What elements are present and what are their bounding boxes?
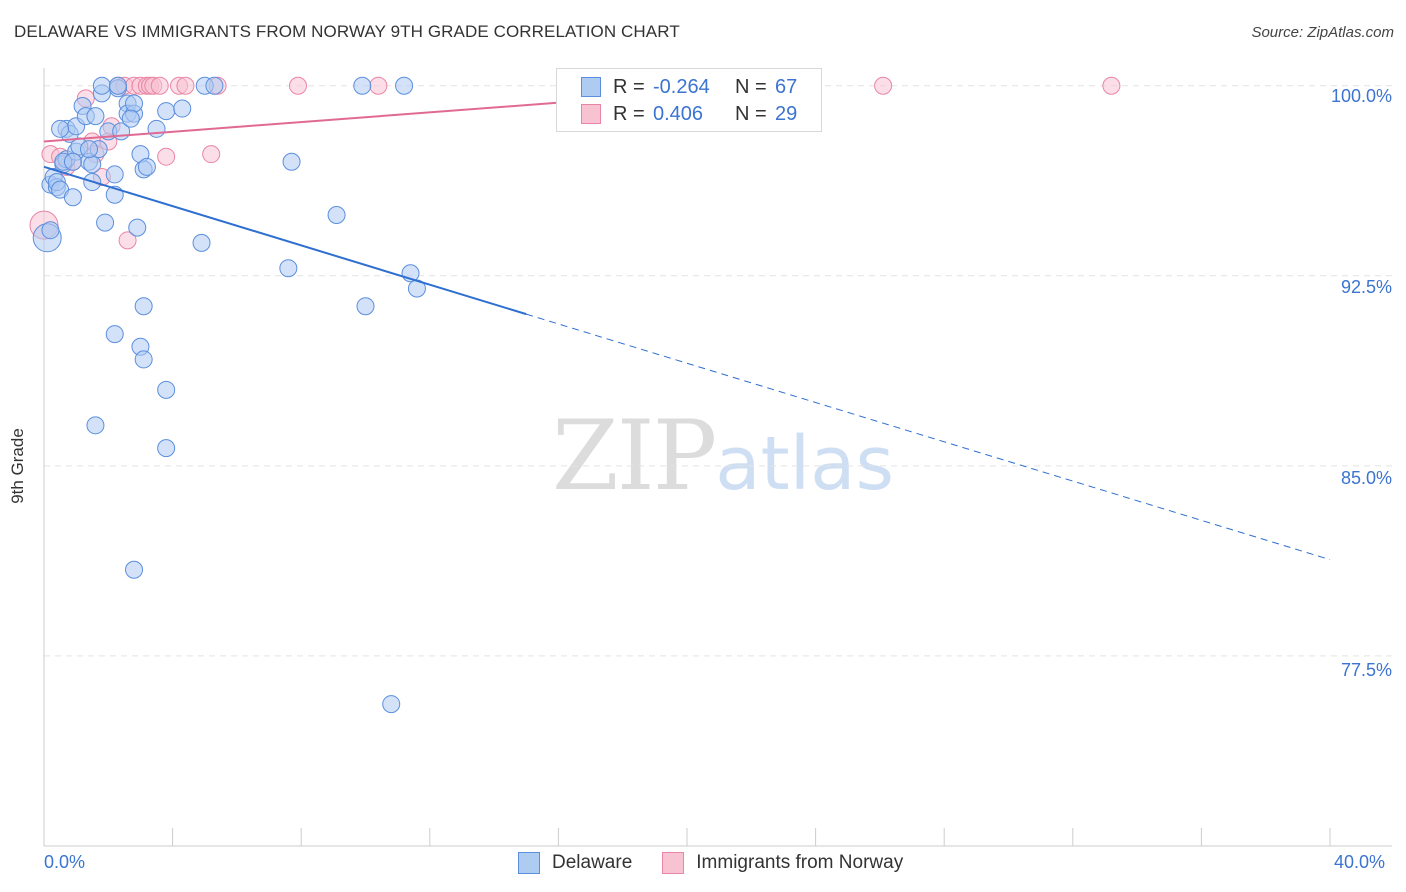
series-legend: Delaware Immigrants from Norway [518, 852, 933, 874]
legend-row-delaware: R = -0.264 N = 67 [581, 75, 797, 99]
legend-n-label: N = [735, 102, 767, 125]
delaware-point [192, 233, 211, 252]
delaware-point [51, 119, 70, 138]
delaware-point [83, 155, 102, 174]
delaware-point [282, 152, 301, 171]
norway-point [1102, 76, 1121, 95]
delaware-point [157, 439, 176, 458]
norway-point [288, 76, 307, 95]
legend-r-label: R = [613, 102, 645, 125]
norway-point [369, 76, 388, 95]
delaware-point [121, 109, 140, 128]
delaware-point [41, 221, 60, 240]
delaware-point [125, 560, 144, 579]
x-tick-label: 40.0% [1334, 852, 1386, 872]
delaware-point [279, 259, 298, 278]
norway-point [157, 147, 176, 166]
delaware-trend-extension [526, 313, 1331, 561]
legend-swatch-blue [581, 77, 601, 97]
chart-title: DELAWARE VS IMMIGRANTS FROM NORWAY 9TH G… [14, 22, 680, 41]
delaware-point [105, 165, 124, 184]
legend-swatch-pink [662, 852, 685, 874]
watermark: ZIPatlas [552, 400, 894, 512]
legend-label-delaware: Delaware [552, 852, 633, 873]
legend-swatch-blue [518, 852, 540, 874]
legend-r-value: -0.264 [653, 75, 710, 98]
delaware-point [134, 297, 153, 316]
legend-row-norway: R = 0.406 N = 29 [581, 102, 797, 126]
delaware-point [92, 76, 111, 95]
delaware-point [96, 213, 115, 232]
delaware-point [63, 152, 82, 171]
delaware-point [137, 157, 156, 176]
delaware-point [86, 416, 105, 435]
delaware-point [134, 350, 153, 369]
legend-swatch-pink [581, 104, 601, 124]
delaware-point [382, 695, 401, 714]
legend-n-label: N = [735, 75, 767, 98]
legend-item-delaware: Delaware [518, 852, 632, 874]
delaware-point [128, 218, 147, 237]
legend-r-label: R = [613, 75, 645, 98]
delaware-points [32, 76, 426, 714]
legend-r-value: 0.406 [653, 102, 704, 125]
legend-n-value: 67 [775, 75, 798, 98]
watermark-zip: ZIP [552, 400, 717, 512]
norway-point [150, 76, 169, 95]
norway-point [118, 231, 137, 250]
delaware-point [395, 76, 414, 95]
source-label: Source: ZipAtlas.com [1251, 24, 1394, 41]
grid-lines [44, 85, 1392, 657]
delaware-point [205, 76, 224, 95]
delaware-point [105, 325, 124, 344]
y-tick-label: 85.0% [1340, 468, 1392, 488]
delaware-trend-line [43, 165, 527, 316]
delaware-point [80, 140, 99, 159]
delaware-point [157, 380, 176, 399]
y-axis-label: 9th Grade [8, 428, 27, 504]
delaware-point [125, 94, 144, 113]
delaware-point [356, 297, 375, 316]
delaware-point [353, 76, 372, 95]
legend-label-norway: Immigrants from Norway [696, 852, 904, 873]
delaware-point [327, 205, 346, 224]
delaware-point [63, 188, 82, 207]
stats-legend: R = -0.264 N = 67 R = 0.406 N = 29 [556, 68, 822, 132]
delaware-point [173, 99, 192, 118]
delaware-point [147, 119, 166, 138]
delaware-point [108, 76, 127, 95]
norway-point [202, 145, 221, 164]
y-tick-label: 77.5% [1340, 660, 1392, 680]
norway-point [176, 76, 195, 95]
x-tick-label: 0.0% [44, 852, 86, 872]
y-tick-label: 100.0% [1330, 86, 1392, 106]
axes [43, 68, 1392, 847]
trend-lines [43, 82, 1331, 561]
delaware-point [157, 102, 176, 121]
legend-n-value: 29 [775, 102, 798, 125]
norway-point [874, 76, 893, 95]
delaware-point [86, 107, 105, 126]
y-tick-label: 92.5% [1340, 277, 1392, 297]
legend-item-norway: Immigrants from Norway [662, 852, 903, 874]
watermark-atlas: atlas [715, 421, 895, 507]
